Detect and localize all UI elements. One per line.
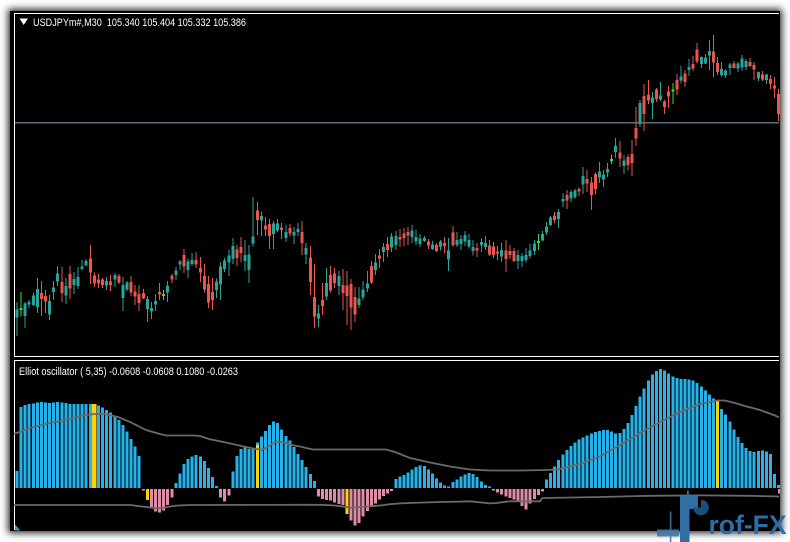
svg-text:USDJPYm#,M30 105.340 105.404: USDJPYm#,M30 105.340 105.404 105.332 105…	[33, 17, 246, 29]
svg-text:rof-FX: rof-FX	[709, 510, 787, 540]
svg-text:Elliot oscillator ( 5,35) -0.0: Elliot oscillator ( 5,35) -0.0608 -0.060…	[19, 366, 238, 378]
